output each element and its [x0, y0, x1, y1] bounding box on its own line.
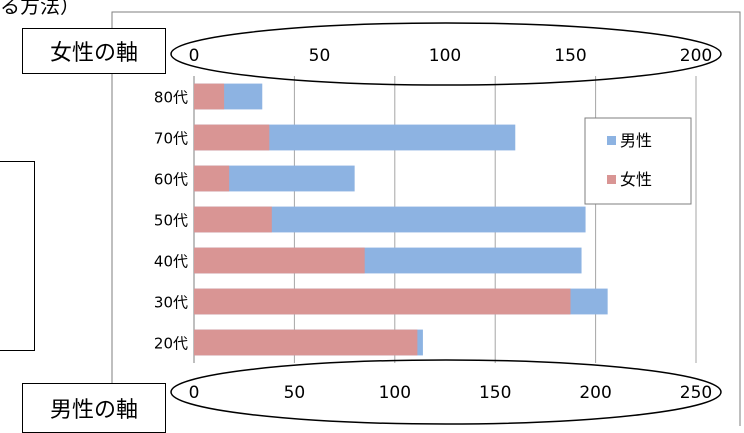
- top-axis-tick-0: 0: [189, 46, 200, 66]
- category-label-80代: 80代: [154, 89, 188, 107]
- bar-female-70代: [194, 124, 270, 151]
- bar-female-50代: [194, 206, 272, 233]
- bottom-axis-tick-250: 250: [680, 383, 712, 403]
- bar-female-30代: [194, 288, 571, 315]
- bottom-axis-tick-labels: 0 50 100 150 200 250: [189, 383, 713, 403]
- legend-box: [584, 117, 692, 205]
- top-axis-tick-150: 150: [554, 46, 586, 66]
- category-label-60代: 60代: [154, 171, 188, 189]
- category-label-70代: 70代: [154, 130, 188, 148]
- category-labels: 80代 70代 60代 50代 40代 30代 20代: [154, 89, 188, 353]
- bar-female-80代: [194, 83, 225, 110]
- bottom-axis-tick-50: 50: [284, 383, 306, 403]
- top-axis-tick-50: 50: [309, 46, 331, 66]
- bar-female-40代: [194, 247, 365, 274]
- top-axis-tick-100: 100: [429, 46, 461, 66]
- left-partial-box: [0, 161, 35, 351]
- legend-swatch-male: [607, 136, 616, 145]
- top-axis-tick-200: 200: [680, 46, 712, 66]
- legend-entry-female: 女性: [620, 170, 652, 189]
- bottom-axis-highlight-ellipse: [170, 359, 722, 425]
- female-axis-callout: 女性の軸: [22, 28, 166, 74]
- category-label-50代: 50代: [154, 212, 188, 230]
- top-axis-tick-labels: 0 50 100 150 200: [189, 46, 713, 66]
- bar-female-20代: [194, 329, 418, 356]
- bottom-axis-tick-200: 200: [579, 383, 611, 403]
- bars: [194, 83, 608, 356]
- category-label-40代: 40代: [154, 253, 188, 271]
- legend: 男性 女性: [584, 117, 692, 205]
- bottom-axis-tick-150: 150: [479, 383, 511, 403]
- category-label-20代: 20代: [154, 335, 188, 353]
- top-axis-highlight-ellipse: [170, 22, 722, 86]
- category-label-30代: 30代: [154, 294, 188, 312]
- legend-swatch-female: [607, 175, 616, 184]
- bottom-axis-tick-0: 0: [189, 383, 200, 403]
- legend-entry-male: 男性: [620, 131, 652, 150]
- bar-female-60代: [194, 165, 230, 192]
- top-text-fragment: る方法）: [0, 0, 80, 18]
- male-axis-callout: 男性の軸: [22, 383, 166, 433]
- bottom-axis-tick-100: 100: [379, 383, 411, 403]
